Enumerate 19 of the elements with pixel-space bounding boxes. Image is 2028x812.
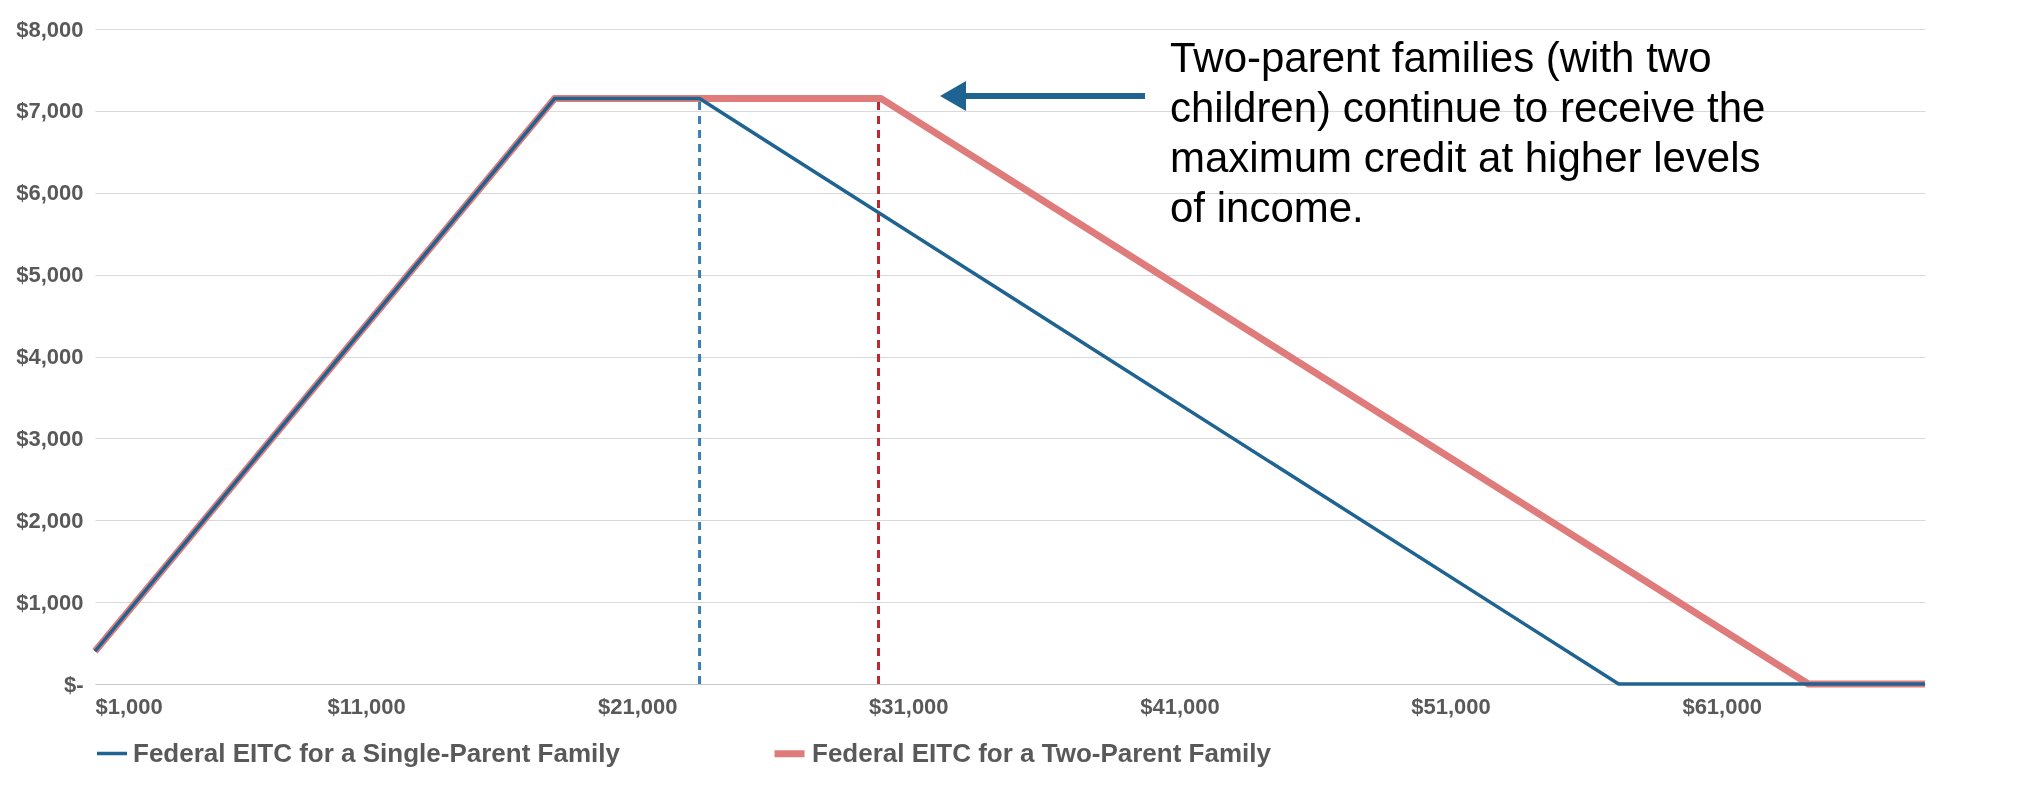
x-tick-label: $31,000 [869, 693, 949, 719]
y-tick-label: $4,000 [16, 344, 84, 369]
x-tick-label: $41,000 [1140, 693, 1220, 719]
annotation: Two-parent families (with two children) continue to receive the maximum credit at higher levels of income. [1170, 34, 1766, 231]
x-tick-label: $61,000 [1682, 693, 1762, 719]
y-tick-label: $- [63, 671, 84, 697]
y-tick-label: $8,000 [16, 16, 84, 42]
y-tick-label: $3,000 [16, 425, 84, 451]
y-tick-label: $6,000 [16, 180, 84, 206]
y-tick-label: $7,000 [16, 98, 84, 124]
x-tick-label: $51,000 [1411, 693, 1491, 719]
y-tick-label: $5,000 [16, 262, 84, 288]
y-tick-label: $1,000 [16, 589, 84, 615]
x-tick-label: $21,000 [597, 693, 678, 719]
y-tick-label: $2,000 [16, 507, 84, 533]
x-tick-label: $11,000 [327, 693, 406, 719]
legend-label: Federal EITC for a Single-Parent Family [133, 737, 621, 768]
x-tick-label: $1,000 [95, 693, 163, 719]
legend-label: Federal EITC for a Two-Parent Family [812, 737, 1272, 768]
